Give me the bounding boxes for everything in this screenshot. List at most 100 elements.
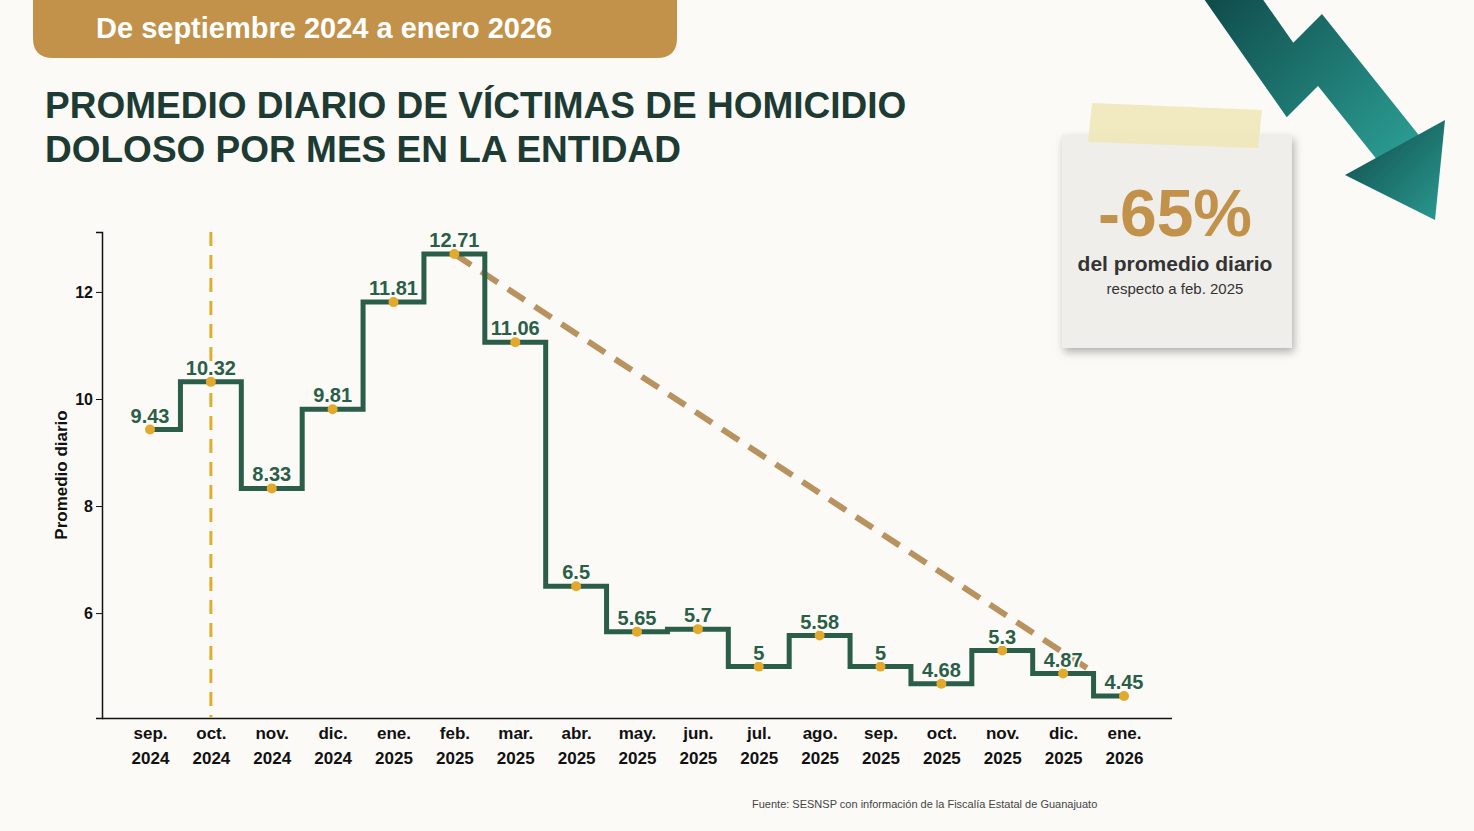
x-tick-label: dic. 2025 — [1045, 724, 1083, 768]
chart: De septiembre 2024 a enero 2026PROMEDIO … — [0, 0, 1474, 831]
x-tick-line: 2024 — [314, 749, 352, 768]
x-tick-line: 2025 — [862, 749, 900, 768]
x-tick-label: sep. 2025 — [862, 724, 900, 768]
x-tick-line: oct. — [927, 724, 957, 743]
x-tick: may.2025 — [619, 718, 657, 768]
x-tick-line: mar. — [498, 724, 533, 743]
y-tick: 6 — [84, 605, 102, 622]
x-tick-label: nov. 2024 — [253, 724, 291, 768]
data-label: 9.43 — [131, 405, 170, 427]
data-label: 5.3 — [988, 626, 1016, 648]
y-tick: 8 — [84, 498, 102, 515]
x-tick: nov. 2025 — [984, 718, 1022, 768]
x-tick-line: 2025 — [984, 749, 1022, 768]
data-label: 8.33 — [252, 463, 291, 485]
y-axis: 681012 — [75, 233, 102, 719]
x-tick-label: ene. 2026 — [1106, 724, 1144, 768]
x-tick-line: oct. — [196, 724, 226, 743]
x-tick-line: jun. — [682, 724, 713, 743]
title: DOLOSO POR MES EN LA ENTIDAD — [45, 129, 681, 170]
x-tick-line: sep. — [133, 724, 167, 743]
x-tick: oct. 2025 — [923, 718, 961, 768]
y-tick-label: 8 — [84, 498, 93, 515]
x-tick-line: 2026 — [1106, 749, 1144, 768]
x-tick-label: ene.2025 — [375, 724, 413, 768]
x-axis: sep.2024oct.2024nov.2024dic.2024ene.2025… — [102, 718, 1172, 768]
x-tick-line: sep. — [864, 724, 898, 743]
x-tick-line: dic. — [318, 724, 347, 743]
reference-line — [209, 232, 212, 718]
x-tick-line: ene. — [377, 724, 411, 743]
y-tick-label: 12 — [75, 284, 93, 301]
data-label: 4.87 — [1044, 649, 1083, 671]
subtitle: De septiembre 2024 a enero 2026 — [96, 12, 552, 44]
x-tick-line: nov. — [986, 724, 1020, 743]
y-axis-line — [96, 233, 103, 719]
data-label: 6.5 — [562, 561, 590, 583]
data-label: 10.32 — [186, 357, 236, 379]
data-label: 4.68 — [922, 659, 961, 681]
callout: -65%del promedio diariorespecto a feb. 2… — [1062, 103, 1292, 348]
data-label: 5 — [875, 642, 886, 664]
x-tick-label: jul.2025 — [740, 724, 778, 768]
data-label: 5.65 — [618, 607, 657, 629]
x-tick-label: mar. 2025 — [497, 724, 535, 768]
x-tick-line: dic. — [1049, 724, 1078, 743]
source: Fuente: SESNSP con información de la Fis… — [752, 798, 1097, 810]
x-tick-line: nov. — [255, 724, 289, 743]
x-tick: mar. 2025 — [497, 718, 535, 768]
x-tick-line: 2025 — [1045, 749, 1083, 768]
data-label: 5.58 — [800, 611, 839, 633]
x-tick-label: may.2025 — [619, 724, 657, 768]
x-tick: dic. 2024 — [314, 718, 352, 768]
data-labels: 9.4310.328.339.8111.8112.7111.066.55.655… — [131, 229, 1144, 693]
x-tick-line: 2025 — [497, 749, 535, 768]
x-tick-line: 2025 — [436, 749, 474, 768]
x-tick-line: 2025 — [558, 749, 596, 768]
banner — [33, 0, 677, 58]
trend-line — [454, 254, 1096, 674]
x-tick: oct. 2024 — [192, 718, 230, 768]
x-axis-line — [102, 718, 1172, 720]
x-tick-line: ene. — [1107, 724, 1141, 743]
x-tick-line: 2025 — [801, 749, 839, 768]
x-tick: jun. 2025 — [679, 718, 717, 768]
x-tick: ago.2025 — [801, 718, 839, 768]
x-tick-line: jul. — [746, 724, 772, 743]
x-tick-label: jun. 2025 — [679, 724, 717, 768]
callout-tape — [1088, 103, 1262, 148]
x-tick-line: may. — [619, 724, 657, 743]
x-tick-label: ago.2025 — [801, 724, 839, 768]
x-tick-label: sep.2024 — [132, 724, 170, 768]
data-label: 5 — [753, 642, 764, 664]
step-line — [150, 254, 1124, 696]
x-tick-label: nov. 2025 — [984, 724, 1022, 768]
x-tick-label: oct. 2025 — [923, 724, 961, 768]
data-label: 9.81 — [313, 384, 352, 406]
x-tick: ene. 2026 — [1106, 718, 1144, 768]
x-tick: jul.2025 — [740, 718, 778, 768]
x-tick: sep.2024 — [132, 718, 170, 768]
x-tick-label: dic. 2024 — [314, 724, 352, 768]
x-tick: feb. 2025 — [436, 718, 474, 768]
x-tick-label: abr. 2025 — [558, 724, 596, 768]
data-label: 12.71 — [429, 229, 479, 251]
x-tick-line: abr. — [562, 724, 592, 743]
x-tick-line: 2025 — [679, 749, 717, 768]
x-tick: ene.2025 — [375, 718, 413, 768]
plot-marks — [145, 232, 1129, 718]
x-tick: sep. 2025 — [862, 718, 900, 768]
x-tick: abr. 2025 — [558, 718, 596, 768]
x-tick: dic. 2025 — [1045, 718, 1083, 768]
arrow-head — [1345, 120, 1445, 220]
x-tick-line: feb. — [440, 724, 470, 743]
x-tick: nov. 2024 — [253, 718, 291, 768]
x-tick-line: 2024 — [253, 749, 291, 768]
callout-line2: respecto a feb. 2025 — [1107, 280, 1244, 297]
callout-box — [1062, 135, 1292, 348]
x-tick-line: 2024 — [192, 749, 230, 768]
y-tick-mark — [96, 292, 102, 293]
y-tick-mark — [96, 613, 102, 614]
x-tick-line: 2025 — [923, 749, 961, 768]
y-tick: 12 — [75, 284, 102, 301]
